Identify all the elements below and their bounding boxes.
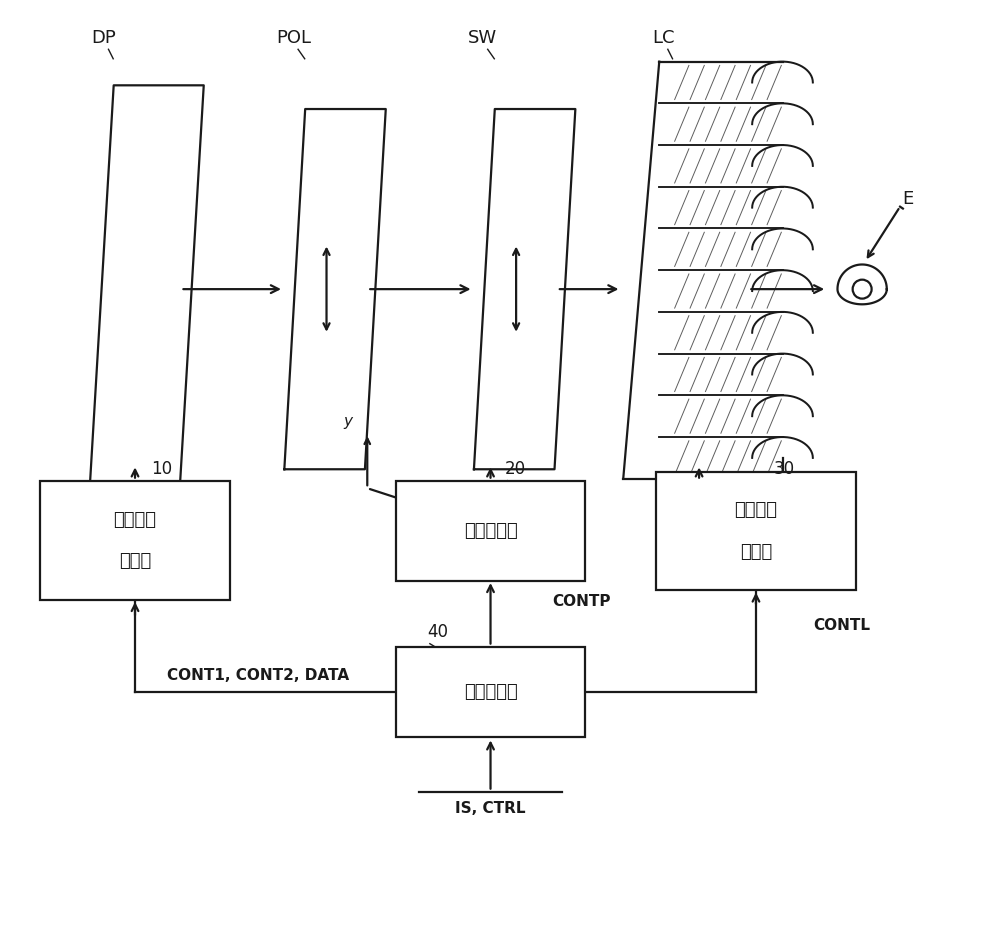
- Text: 20: 20: [505, 461, 526, 478]
- Text: SW: SW: [468, 29, 497, 46]
- Text: 40: 40: [427, 624, 448, 641]
- Text: x: x: [436, 506, 445, 521]
- Bar: [396, 482, 585, 580]
- Text: 30: 30: [774, 461, 795, 478]
- Text: 显示面板: 显示面板: [114, 511, 157, 528]
- Text: LC: LC: [652, 29, 674, 46]
- Text: 信号控制器: 信号控制器: [464, 684, 517, 701]
- Text: E: E: [902, 191, 913, 208]
- Text: 偏振驱动器: 偏振驱动器: [464, 522, 517, 539]
- Text: POL: POL: [276, 29, 311, 46]
- Text: y: y: [344, 414, 353, 429]
- Text: 驱动器: 驱动器: [119, 553, 151, 570]
- Text: IS, CTRL: IS, CTRL: [455, 801, 526, 816]
- Text: 驱动器: 驱动器: [740, 543, 772, 560]
- Text: 液晶透鏡: 液晶透鏡: [734, 501, 777, 519]
- Text: DP: DP: [91, 29, 116, 46]
- Bar: [40, 482, 230, 600]
- Text: CONTL: CONTL: [813, 618, 870, 633]
- Text: CONTP: CONTP: [552, 594, 611, 610]
- Text: CONT1, CONT2, DATA: CONT1, CONT2, DATA: [167, 667, 349, 683]
- Text: 10: 10: [151, 461, 172, 478]
- Bar: [396, 647, 585, 738]
- Bar: [656, 472, 856, 590]
